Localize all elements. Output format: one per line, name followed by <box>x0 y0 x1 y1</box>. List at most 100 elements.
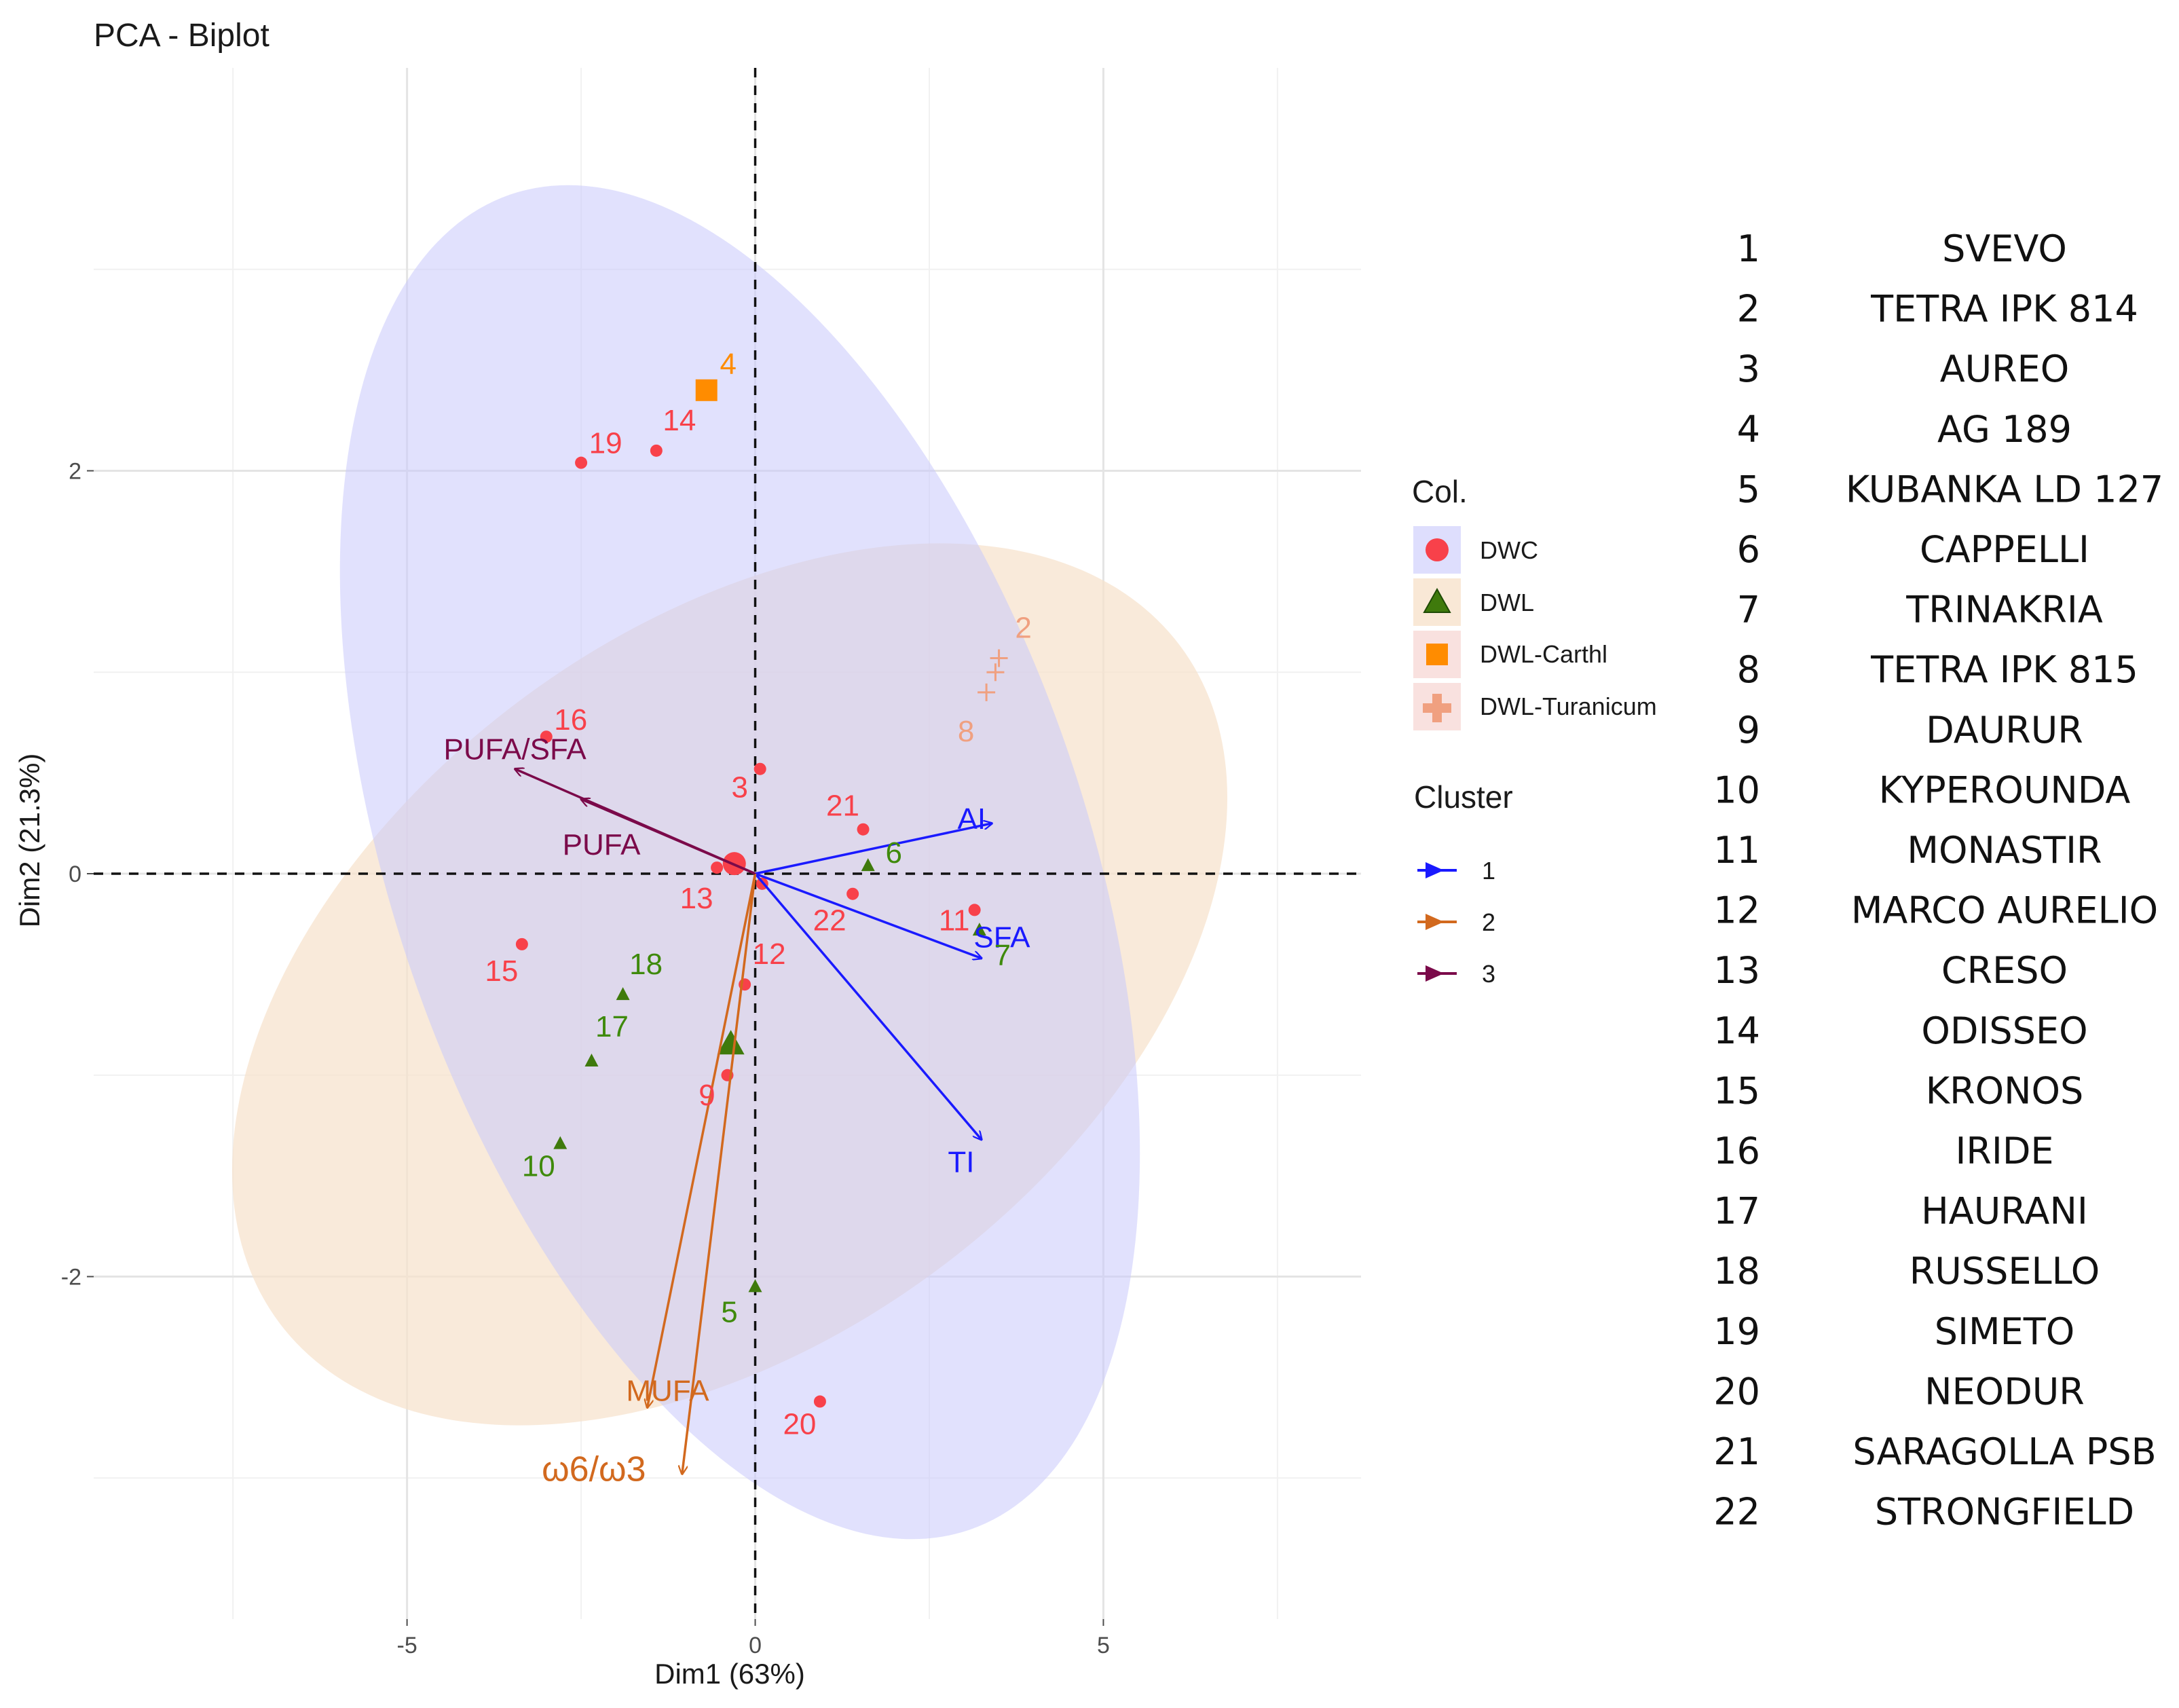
legend-key-dwl-turanicum <box>1423 694 1451 722</box>
cultivar-name: ODISSEO <box>1921 1009 2087 1052</box>
data-point <box>753 762 766 775</box>
point-label: 9 <box>699 1079 715 1112</box>
point-label: 22 <box>813 904 846 937</box>
cultivar-row: 21 SARAGOLLA PSB <box>1713 1430 2156 1473</box>
cultivar-row: 7 TRINAKRIA <box>1737 589 2103 631</box>
cultivar-number: 18 <box>1713 1250 1760 1293</box>
legend-label-dwc: DWC <box>1480 536 1538 564</box>
point-label: 18 <box>629 948 663 981</box>
cultivar-row: 3 AUREO <box>1737 348 2070 390</box>
point-label: 16 <box>554 703 587 737</box>
point-label: 13 <box>680 882 713 915</box>
data-point <box>748 1279 762 1293</box>
cultivar-name: TETRA IPK 814 <box>1870 288 2138 331</box>
cultivar-name: RUSSELLO <box>1910 1250 2100 1293</box>
cultivar-row: 8 TETRA IPK 815 <box>1737 648 2138 691</box>
variable-label: PUFA <box>563 828 641 861</box>
variable-vectors: AI SFA TI MUFA ω6/ω3 PUFA PUFA/SFA <box>443 733 1030 1489</box>
group-center-point <box>717 1030 745 1055</box>
plot-area: AI SFA TI MUFA ω6/ω3 PUFA PUFA/SFA 2 3 4 5 6 7 8 9 10 1… <box>94 68 1361 1619</box>
axes: -5 0 5 -2 0 2 Dim1 (63%) Dim2 (21.3%) <box>14 459 1110 1690</box>
cultivar-name: SVEVO <box>1942 227 2067 270</box>
individual-points <box>515 379 1008 1408</box>
cultivar-row: 2 TETRA IPK 814 <box>1737 288 2138 331</box>
x-axis-title: Dim1 (63%) <box>654 1658 805 1690</box>
cultivar-number: 6 <box>1737 528 1760 571</box>
cultivar-number: 9 <box>1737 709 1760 751</box>
cultivar-number: 17 <box>1713 1190 1760 1233</box>
legend-key-dwl <box>1423 587 1451 613</box>
cultivar-row: 15 KRONOS <box>1713 1069 2083 1112</box>
legend-item-dwc: DWC <box>1413 526 1538 574</box>
legend-label-cluster-2: 2 <box>1482 908 1495 936</box>
y-tick-label: 2 <box>69 459 81 485</box>
variable-label: TI <box>948 1146 974 1179</box>
point-label: 7 <box>994 939 1011 972</box>
cultivar-row: 5 KUBANKA LD 127 <box>1737 468 2164 510</box>
cultivar-row: 6 CAPPELLI <box>1737 528 2089 571</box>
cultivar-number: 19 <box>1713 1310 1760 1353</box>
legend-key-cluster-1 <box>1426 862 1444 878</box>
legend-key-cluster-3 <box>1426 965 1444 982</box>
x-tick-label: 5 <box>1097 1633 1110 1658</box>
legend-item-dwl-carthl: DWL-Carthl <box>1413 631 1607 678</box>
point-label: 15 <box>485 954 518 988</box>
cultivar-number: 20 <box>1713 1370 1760 1413</box>
cultivar-number: 16 <box>1713 1130 1760 1172</box>
cultivar-row: 12 MARCO AURELIO <box>1713 889 2158 932</box>
cultivar-name: MARCO AURELIO <box>1851 889 2158 932</box>
cultivar-number: 3 <box>1737 348 1760 390</box>
data-point <box>968 904 981 916</box>
data-point <box>986 663 1005 682</box>
data-point <box>711 861 724 874</box>
cultivar-row: 20 NEODUR <box>1713 1370 2085 1413</box>
cultivar-name: MONASTIR <box>1907 829 2102 872</box>
legend-label-cluster-3: 3 <box>1482 960 1495 988</box>
cultivar-name: CRESO <box>1941 949 2068 992</box>
cultivar-name: KUBANKA LD 127 <box>1846 468 2163 510</box>
data-point <box>972 923 986 936</box>
legend-item-dwl-turanicum: DWL-Turanicum <box>1413 683 1657 730</box>
cultivar-name: NEODUR <box>1924 1370 2085 1413</box>
variable-arrow <box>682 873 757 1474</box>
legend-key-dwc <box>1426 538 1449 561</box>
cultivar-number: 21 <box>1713 1430 1760 1473</box>
point-label: 10 <box>522 1150 555 1183</box>
variable-arrow <box>754 872 982 1140</box>
cultivar-number: 5 <box>1737 468 1760 510</box>
point-label: 17 <box>595 1010 629 1043</box>
point-label: 5 <box>721 1295 737 1329</box>
cultivar-number: 4 <box>1737 408 1760 451</box>
cultivar-row: 22 STRONGFIELD <box>1713 1491 2134 1534</box>
point-label: 4 <box>720 348 736 381</box>
point-label: 19 <box>589 427 622 460</box>
legend-label-dwl-carthl: DWL-Carthl <box>1480 640 1607 668</box>
cultivar-name: IRIDE <box>1955 1130 2053 1172</box>
data-point <box>813 1395 826 1408</box>
legend-label-cluster-1: 1 <box>1482 857 1495 885</box>
data-point <box>553 1136 567 1149</box>
cultivar-row: 17 HAURANI <box>1713 1190 2088 1233</box>
cultivar-number: 10 <box>1713 768 1760 811</box>
data-point <box>575 456 588 469</box>
legend-cluster-title: Cluster <box>1414 779 1513 815</box>
y-axis-ticks: -2 0 2 <box>61 459 94 1291</box>
point-label: 12 <box>753 937 786 971</box>
variable-label: MUFA <box>626 1374 709 1407</box>
cultivar-name: SIMETO <box>1935 1310 2074 1353</box>
x-tick-label: 0 <box>749 1633 762 1658</box>
cultivar-name: DAURUR <box>1926 709 2083 751</box>
y-axis-title: Dim2 (21.3%) <box>14 754 45 928</box>
point-label: 6 <box>885 836 901 870</box>
cultivar-row: 11 MONASTIR <box>1713 829 2102 872</box>
variable-label: SFA <box>973 921 1030 954</box>
cultivar-row: 19 SIMETO <box>1713 1310 2074 1353</box>
variable-arrow <box>754 872 982 959</box>
variable-label: AI <box>958 802 986 836</box>
cultivar-number: 13 <box>1713 949 1760 992</box>
chart-title: PCA - Biplot <box>94 18 269 54</box>
data-point <box>540 730 553 743</box>
cultivar-number: 2 <box>1737 288 1760 331</box>
cultivar-number: 11 <box>1713 829 1760 872</box>
data-point <box>846 887 859 900</box>
